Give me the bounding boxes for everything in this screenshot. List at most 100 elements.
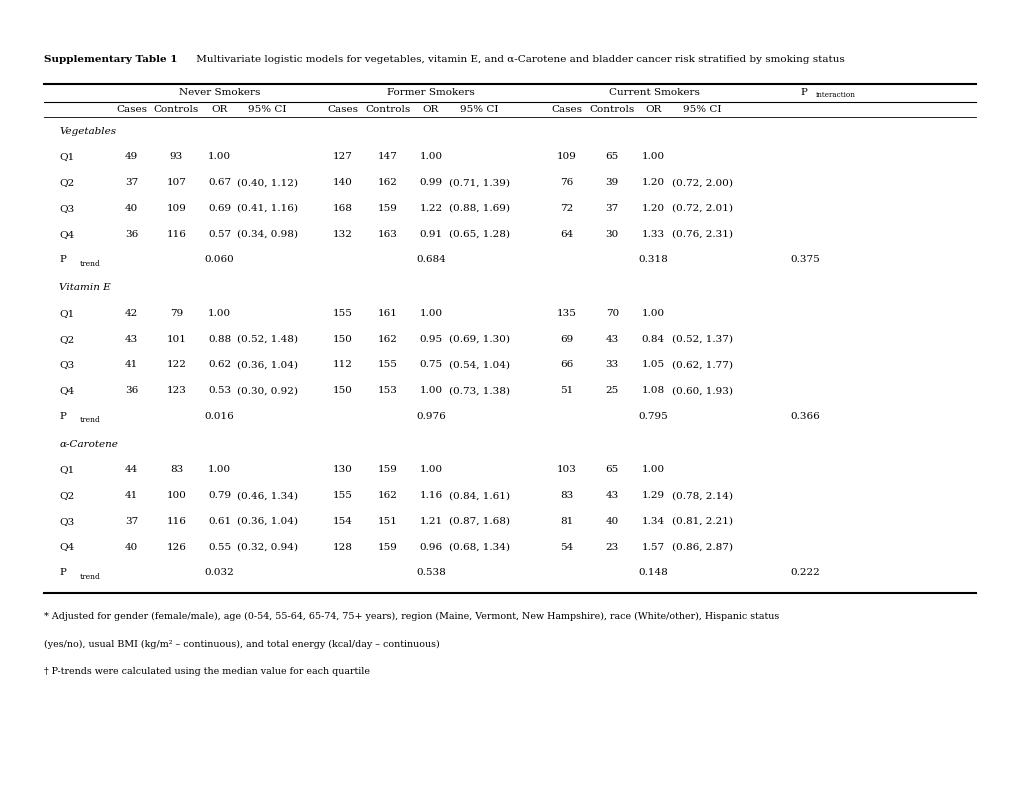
Text: trend: trend [79,416,100,424]
Text: Vegetables: Vegetables [59,127,116,136]
Text: 0.96: 0.96 [419,542,442,552]
Text: 95% CI: 95% CI [683,105,721,114]
Text: 154: 154 [332,517,353,526]
Text: Cases: Cases [116,105,147,114]
Text: 83: 83 [560,491,574,500]
Text: (0.32, 0.94): (0.32, 0.94) [236,542,298,552]
Text: 1.00: 1.00 [419,466,442,474]
Text: (0.65, 1.28): (0.65, 1.28) [448,229,510,239]
Text: 65: 65 [605,466,619,474]
Text: (0.76, 2.31): (0.76, 2.31) [672,229,733,239]
Text: (0.71, 1.39): (0.71, 1.39) [448,178,510,188]
Text: 25: 25 [605,386,619,395]
Text: Q3: Q3 [59,360,74,370]
Text: 93: 93 [170,153,183,162]
Text: Never Smokers: Never Smokers [178,87,260,97]
Text: 0.148: 0.148 [638,568,667,578]
Text: 100: 100 [166,491,186,500]
Text: Cases: Cases [327,105,358,114]
Text: 1.00: 1.00 [641,153,664,162]
Text: (0.41, 1.16): (0.41, 1.16) [236,204,298,213]
Text: 0.75: 0.75 [419,360,442,370]
Text: 1.57: 1.57 [641,542,664,552]
Text: 49: 49 [124,153,138,162]
Text: 135: 135 [556,309,577,318]
Text: 0.032: 0.032 [205,568,234,578]
Text: 126: 126 [166,542,186,552]
Text: (0.88, 1.69): (0.88, 1.69) [448,204,510,213]
Text: 69: 69 [560,335,574,344]
Text: (yes/no), usual BMI (kg/m² – continuous), and total energy (kcal/day – continuou: (yes/no), usual BMI (kg/m² – continuous)… [44,641,439,649]
Text: 112: 112 [332,360,353,370]
Text: 1.00: 1.00 [641,309,664,318]
Text: 0.69: 0.69 [208,204,231,213]
Text: 1.00: 1.00 [641,466,664,474]
Text: 72: 72 [560,204,574,213]
Text: 140: 140 [332,178,353,188]
Text: 162: 162 [378,491,397,500]
Text: 130: 130 [332,466,353,474]
Text: (0.52, 1.48): (0.52, 1.48) [236,335,298,344]
Text: 0.91: 0.91 [419,229,442,239]
Text: 155: 155 [332,491,353,500]
Text: 159: 159 [378,466,397,474]
Text: (0.52, 1.37): (0.52, 1.37) [672,335,733,344]
Text: 109: 109 [166,204,186,213]
Text: OR: OR [644,105,661,114]
Text: 103: 103 [556,466,577,474]
Text: 83: 83 [170,466,183,474]
Text: (0.72, 2.01): (0.72, 2.01) [672,204,733,213]
Text: 0.795: 0.795 [638,412,667,421]
Text: 150: 150 [332,335,353,344]
Text: 153: 153 [378,386,397,395]
Text: 0.67: 0.67 [208,178,231,188]
Text: (0.78, 2.14): (0.78, 2.14) [672,491,733,500]
Text: 41: 41 [124,360,138,370]
Text: 0.53: 0.53 [208,386,231,395]
Text: 159: 159 [378,542,397,552]
Text: 64: 64 [560,229,574,239]
Text: 150: 150 [332,386,353,395]
Text: 0.57: 0.57 [208,229,231,239]
Text: Cases: Cases [551,105,582,114]
Text: 0.684: 0.684 [416,255,445,265]
Text: interaction: interaction [815,91,855,99]
Text: 40: 40 [124,204,138,213]
Text: Q1: Q1 [59,153,74,162]
Text: 39: 39 [605,178,619,188]
Text: 163: 163 [378,229,397,239]
Text: 54: 54 [560,542,574,552]
Text: 76: 76 [560,178,574,188]
Text: Q2: Q2 [59,178,74,188]
Text: P: P [59,255,66,265]
Text: Q1: Q1 [59,309,74,318]
Text: 0.222: 0.222 [790,568,819,578]
Text: † P-trends were calculated using the median value for each quartile: † P-trends were calculated using the med… [44,667,370,676]
Text: 1.00: 1.00 [208,309,231,318]
Text: (0.86, 2.87): (0.86, 2.87) [672,542,733,552]
Text: OR: OR [422,105,439,114]
Text: 79: 79 [170,309,183,318]
Text: 0.79: 0.79 [208,491,231,500]
Text: 116: 116 [166,517,186,526]
Text: 161: 161 [378,309,397,318]
Text: 116: 116 [166,229,186,239]
Text: Q2: Q2 [59,491,74,500]
Text: Controls: Controls [154,105,199,114]
Text: 70: 70 [605,309,619,318]
Text: 0.95: 0.95 [419,335,442,344]
Text: OR: OR [211,105,227,114]
Text: 36: 36 [124,386,138,395]
Text: 0.99: 0.99 [419,178,442,188]
Text: (0.69, 1.30): (0.69, 1.30) [448,335,510,344]
Text: (0.60, 1.93): (0.60, 1.93) [672,386,733,395]
Text: 159: 159 [378,204,397,213]
Text: 0.88: 0.88 [208,335,231,344]
Text: 1.00: 1.00 [419,153,442,162]
Text: 0.375: 0.375 [790,255,819,265]
Text: 36: 36 [124,229,138,239]
Text: P: P [800,87,807,97]
Text: 1.16: 1.16 [419,491,442,500]
Text: (0.72, 2.00): (0.72, 2.00) [672,178,733,188]
Text: (0.81, 2.21): (0.81, 2.21) [672,517,733,526]
